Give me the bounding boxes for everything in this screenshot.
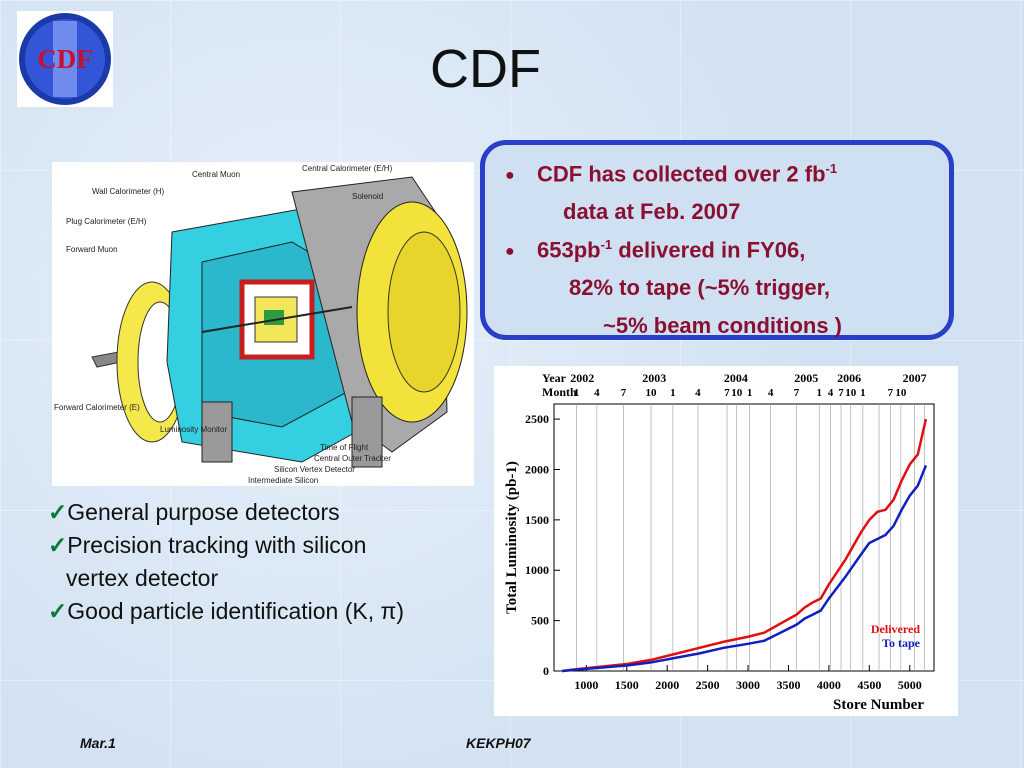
y-tick-label: 500 — [531, 614, 549, 628]
callout-line-1: CDF has collected over 2 fb-1 — [537, 161, 838, 187]
month-label: 10 — [731, 387, 743, 399]
feature-item: ✓Good particle identification (K, π) — [48, 598, 405, 624]
label-luminosity-monitor: Luminosity Monitor — [160, 425, 227, 434]
year-label: 2007 — [903, 371, 927, 385]
callout-line-4: 82% to tape (~5% trigger, — [569, 275, 831, 300]
label-time-of-flight: Time of Flight — [320, 443, 369, 452]
logo-text: CDF — [37, 44, 93, 74]
month-row-label: Month — [542, 385, 577, 399]
summary-callout: ● CDF has collected over 2 fb-1 data at … — [480, 140, 954, 340]
feature-item: ✓Precision tracking with silicon — [48, 532, 367, 558]
year-row-label: Year — [542, 371, 567, 385]
detector-illustration: Central Muon Central Calorimeter (E/H) W… — [54, 164, 468, 485]
y-tick-label: 1500 — [525, 513, 549, 527]
month-label: 7 — [888, 387, 894, 399]
month-label: 4 — [594, 387, 600, 399]
callout-line-5: ~5% beam conditions ) — [603, 313, 842, 338]
x-axis-label: Store Number — [833, 697, 924, 713]
y-tick-label: 1000 — [525, 563, 549, 577]
label-intermediate-silicon: Intermediate Silicon — [248, 476, 318, 485]
month-label: 7 — [724, 387, 730, 399]
label-forward-muon: Forward Muon — [66, 245, 118, 254]
month-label: 4 — [695, 387, 701, 399]
x-tick-label: 3000 — [736, 678, 760, 692]
month-label: 4 — [828, 387, 834, 399]
checkmark-icon: ✓ — [48, 598, 68, 624]
feature-item: ✓General purpose detectors — [48, 499, 340, 525]
series-line-1 — [561, 464, 928, 673]
year-label: 2003 — [642, 371, 666, 385]
y-axis-label: Total Luminosity (pb-1) — [504, 461, 520, 614]
luminosity-chart-svg: 0 500 1000 1500 2000 2500 1000 1500 2000 2500 3000… — [504, 371, 935, 713]
label-forward-calorimeter: Forward Calorimeter (E) — [54, 403, 140, 412]
luminosity-chart: 0 500 1000 1500 2000 2500 1000 1500 2000 2500 3000… — [494, 366, 958, 716]
legend-entry: To tape — [882, 636, 921, 650]
detector-diagram: Central Muon Central Calorimeter (E/H) W… — [52, 162, 474, 486]
label-central-muon: Central Muon — [192, 170, 240, 179]
month-label: 10 — [845, 387, 857, 399]
checkmark-icon: ✓ — [48, 499, 68, 525]
month-label: 1 — [860, 387, 866, 399]
series-line-0 — [561, 418, 928, 673]
year-label: 2004 — [724, 371, 748, 385]
y-tick-label: 2000 — [525, 462, 549, 476]
bullet-icon: ● — [505, 243, 515, 260]
label-wall-calorimeter: Wall Calorimeter (H) — [92, 187, 164, 196]
year-label: 2006 — [837, 371, 861, 385]
label-central-outer-tracker: Central Outer Tracker — [314, 454, 391, 463]
month-label: 4 — [768, 387, 774, 399]
footer-date: Mar.1 — [80, 735, 116, 751]
x-tick-label: 1500 — [615, 678, 639, 692]
cdf-logo: CDF — [17, 11, 113, 107]
month-label: 1 — [574, 387, 580, 399]
callout-line-3: 653pb-1 delivered in FY06, — [537, 237, 806, 263]
month-label: 1 — [747, 387, 753, 399]
slide-title: CDF — [430, 39, 541, 99]
month-label: 10 — [646, 387, 658, 399]
y-tick-label: 0 — [543, 664, 549, 678]
label-silicon-vertex-detector: Silicon Vertex Detector — [274, 465, 355, 474]
month-label: 10 — [895, 387, 907, 399]
checkmark-icon: ✓ — [48, 532, 68, 558]
feature-item-continued: vertex detector — [66, 565, 219, 591]
x-tick-label: 5000 — [898, 678, 922, 692]
x-tick-label: 4000 — [817, 678, 841, 692]
x-tick-label: 2500 — [696, 678, 720, 692]
y-tick-label: 2500 — [525, 412, 549, 426]
year-label: 2002 — [570, 371, 594, 385]
month-label: 1 — [670, 387, 676, 399]
x-tick-label: 4500 — [857, 678, 881, 692]
callout-line-2: data at Feb. 2007 — [563, 199, 741, 224]
cdf-logo-icon: CDF — [19, 13, 111, 105]
label-solenoid: Solenoid — [352, 192, 383, 201]
x-tick-label: 3500 — [776, 678, 800, 692]
bullet-icon: ● — [505, 167, 515, 184]
month-label: 7 — [794, 387, 800, 399]
x-tick-label: 1000 — [574, 678, 598, 692]
year-label: 2005 — [794, 371, 818, 385]
legend-entry: Delivered — [871, 622, 920, 636]
label-plug-calorimeter: Plug Calorimeter (E/H) — [66, 217, 147, 226]
plot-frame — [553, 403, 935, 672]
month-label: 1 — [816, 387, 822, 399]
x-tick-label: 2000 — [655, 678, 679, 692]
label-central-calorimeter: Central Calorimeter (E/H) — [302, 164, 393, 173]
footer-conference: KEKPH07 — [466, 735, 531, 751]
month-label: 7 — [621, 387, 627, 399]
month-label: 7 — [838, 387, 844, 399]
feature-list: ✓General purpose detectors ✓Precision tr… — [48, 496, 404, 628]
